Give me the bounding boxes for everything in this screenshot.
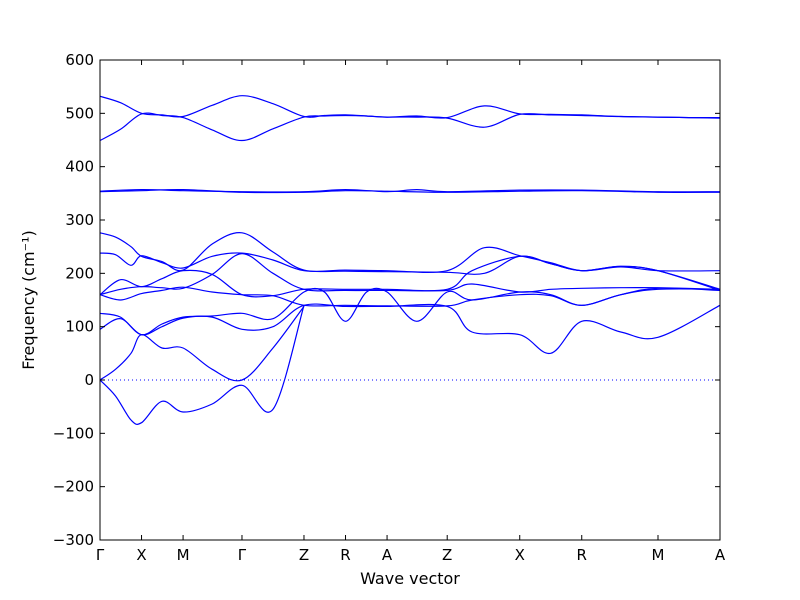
band-line-7 bbox=[99, 255, 721, 298]
band-line-13 bbox=[99, 306, 305, 382]
y-tick-label: −200 bbox=[53, 478, 94, 496]
y-axis-label: Frequency (cm⁻¹) bbox=[19, 230, 38, 369]
x-tick-label: A bbox=[382, 546, 393, 564]
y-tick-label: 500 bbox=[65, 104, 94, 122]
x-tick-label: A bbox=[715, 546, 726, 564]
y-tick-label: 300 bbox=[65, 211, 94, 229]
y-tick-label: −100 bbox=[53, 424, 94, 442]
band-line-1 bbox=[99, 95, 721, 119]
y-tick-label: 600 bbox=[65, 51, 94, 69]
x-tick-label: Z bbox=[442, 546, 452, 564]
x-axis-label: Wave vector bbox=[360, 569, 460, 588]
band-line-11 bbox=[99, 303, 721, 354]
x-tick-label: M bbox=[652, 546, 665, 564]
x-tick-label: R bbox=[577, 546, 587, 564]
band-line-12 bbox=[99, 305, 305, 425]
x-tick-label: Γ bbox=[238, 546, 247, 564]
x-tick-label: X bbox=[515, 546, 525, 564]
band-line-4 bbox=[99, 188, 721, 194]
plot-frame bbox=[99, 59, 721, 541]
x-tick-label: Z bbox=[299, 546, 309, 564]
band-line-8 bbox=[99, 252, 721, 296]
x-tick-label: R bbox=[340, 546, 350, 564]
y-tick-label: −300 bbox=[53, 531, 94, 549]
y-tick-label: 400 bbox=[65, 158, 94, 176]
y-tick-label: 100 bbox=[65, 318, 94, 336]
bands-layer bbox=[99, 95, 721, 425]
y-tick-label: 0 bbox=[84, 371, 94, 389]
band-line-2 bbox=[99, 112, 721, 142]
band-line-10 bbox=[99, 287, 721, 336]
high-symmetry-lines bbox=[142, 60, 658, 540]
y-axis: −300 −200 −100 0 100 200 300 400 500 600 bbox=[53, 51, 720, 549]
x-tick-label: M bbox=[177, 546, 190, 564]
x-tick-label: X bbox=[136, 546, 146, 564]
y-tick-label: 200 bbox=[65, 264, 94, 282]
x-tick-label: Γ bbox=[96, 546, 105, 564]
